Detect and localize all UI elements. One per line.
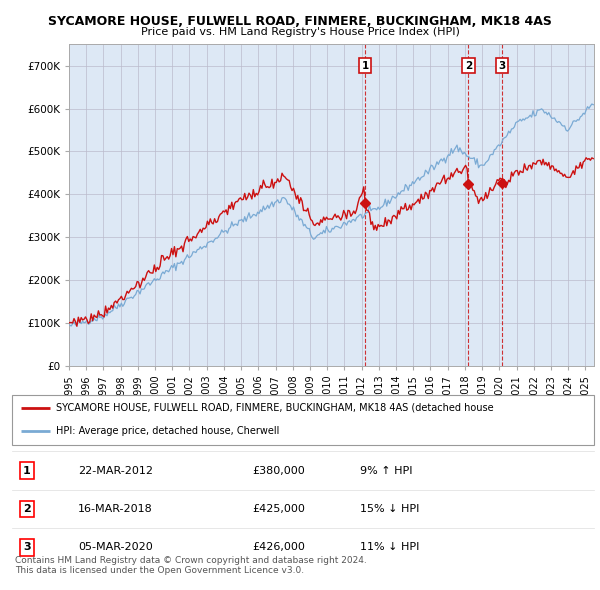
FancyBboxPatch shape [12, 395, 594, 445]
Text: 1: 1 [362, 61, 369, 71]
Text: 3: 3 [499, 61, 506, 71]
Text: 3: 3 [23, 542, 31, 552]
Text: 11% ↓ HPI: 11% ↓ HPI [360, 542, 419, 552]
Text: £425,000: £425,000 [252, 504, 305, 514]
Text: 15% ↓ HPI: 15% ↓ HPI [360, 504, 419, 514]
Text: 1: 1 [23, 466, 31, 476]
Text: Price paid vs. HM Land Registry's House Price Index (HPI): Price paid vs. HM Land Registry's House … [140, 27, 460, 37]
Text: £426,000: £426,000 [252, 542, 305, 552]
Text: Contains HM Land Registry data © Crown copyright and database right 2024.
This d: Contains HM Land Registry data © Crown c… [15, 556, 367, 575]
Text: 05-MAR-2020: 05-MAR-2020 [78, 542, 153, 552]
Text: £380,000: £380,000 [252, 466, 305, 476]
Text: 2: 2 [23, 504, 31, 514]
Text: 2: 2 [465, 61, 472, 71]
Text: 16-MAR-2018: 16-MAR-2018 [78, 504, 153, 514]
Text: HPI: Average price, detached house, Cherwell: HPI: Average price, detached house, Cher… [56, 427, 279, 437]
Text: 22-MAR-2012: 22-MAR-2012 [78, 466, 153, 476]
Text: SYCAMORE HOUSE, FULWELL ROAD, FINMERE, BUCKINGHAM, MK18 4AS: SYCAMORE HOUSE, FULWELL ROAD, FINMERE, B… [48, 15, 552, 28]
Text: SYCAMORE HOUSE, FULWELL ROAD, FINMERE, BUCKINGHAM, MK18 4AS (detached house: SYCAMORE HOUSE, FULWELL ROAD, FINMERE, B… [56, 403, 493, 413]
Text: 9% ↑ HPI: 9% ↑ HPI [360, 466, 413, 476]
